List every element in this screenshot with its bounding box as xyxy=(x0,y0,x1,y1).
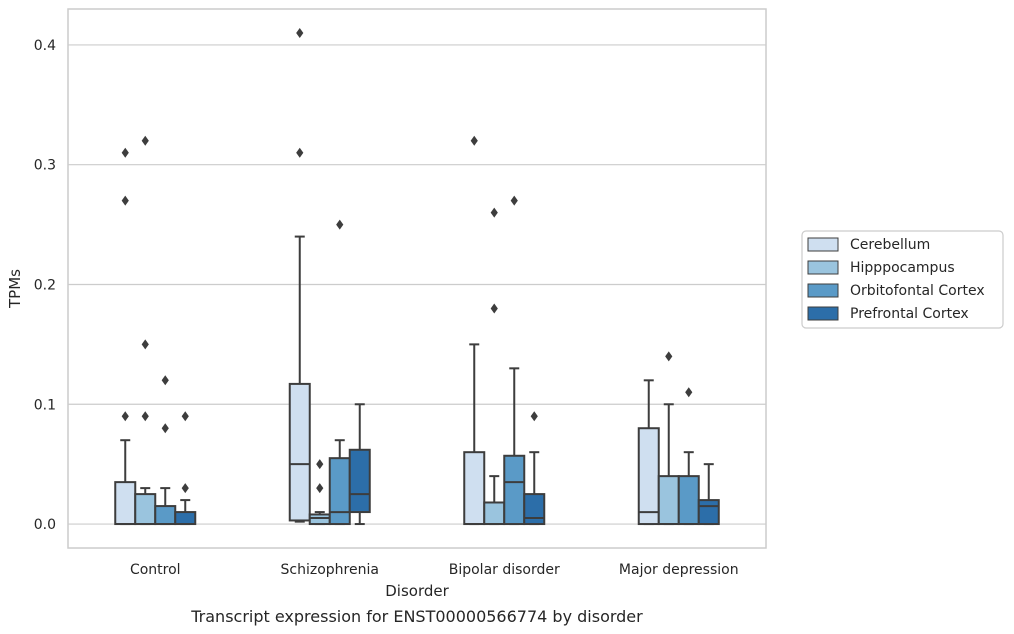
outlier-point xyxy=(121,411,129,422)
box-hipppocampus xyxy=(483,207,506,526)
outlier-point xyxy=(121,195,129,206)
legend-label: Prefrontal Cortex xyxy=(850,306,969,322)
box-hipppocampus xyxy=(308,459,331,526)
box-prefrontal-cortex xyxy=(523,411,546,526)
legend-label: Hipppocampus xyxy=(850,260,955,276)
box-plots xyxy=(114,27,720,526)
box-hipppocampus xyxy=(657,351,680,526)
legend-label: Orbitofontal Cortex xyxy=(850,283,985,299)
outlier-point xyxy=(141,411,149,422)
iqr-box xyxy=(174,511,197,526)
chart-caption: Transcript expression for ENST0000056677… xyxy=(190,607,643,626)
box-orbitofontal-cortex xyxy=(154,375,177,526)
legend-swatch xyxy=(807,260,839,275)
iqr-box xyxy=(288,382,311,522)
box-cerebellum xyxy=(637,379,660,526)
legend-swatch xyxy=(807,283,839,298)
outlier-point xyxy=(296,27,304,38)
box-prefrontal-cortex xyxy=(348,403,371,526)
outlier-point xyxy=(490,303,498,314)
iqr-box xyxy=(328,457,351,526)
outlier-point xyxy=(665,351,673,362)
outlier-point xyxy=(296,147,304,158)
legend-frame xyxy=(801,230,1004,329)
outlier-point xyxy=(470,135,478,146)
iqr-box xyxy=(503,454,526,526)
y-tick-label: 0.1 xyxy=(34,397,56,413)
iqr-box xyxy=(154,505,177,526)
outlier-point xyxy=(181,411,189,422)
outlier-point xyxy=(685,387,693,398)
outlier-point xyxy=(161,375,169,386)
iqr-box xyxy=(657,475,680,526)
legend-label: Cerebellum xyxy=(850,237,930,253)
iqr-box xyxy=(677,475,700,526)
x-tick-label: Major depression xyxy=(619,562,739,578)
x-tick-label: Schizophrenia xyxy=(281,562,379,578)
iqr-box xyxy=(523,493,546,526)
outlier-point xyxy=(530,411,538,422)
outlier-point xyxy=(316,459,324,470)
iqr-box xyxy=(463,451,486,526)
y-tick-label: 0.0 xyxy=(34,517,56,533)
outlier-point xyxy=(181,483,189,494)
box-prefrontal-cortex xyxy=(174,411,197,526)
legend-swatch xyxy=(807,237,839,252)
box-prefrontal-cortex xyxy=(697,463,720,526)
box-orbitofontal-cortex xyxy=(677,387,700,526)
outlier-point xyxy=(490,207,498,218)
iqr-box xyxy=(308,513,331,526)
legend-swatch xyxy=(807,306,839,321)
iqr-box xyxy=(134,493,157,526)
outlier-point xyxy=(121,147,129,158)
y-tick-label: 0.2 xyxy=(34,277,56,293)
iqr-box xyxy=(637,427,660,526)
x-tick-label: Control xyxy=(130,562,181,578)
iqr-box xyxy=(483,501,506,526)
y-axis-label: TPMs xyxy=(6,269,24,309)
outlier-point xyxy=(141,135,149,146)
iqr-box xyxy=(348,448,371,514)
y-tick-label: 0.4 xyxy=(34,38,56,54)
axis-ticks: 0.0 0.1 0.2 0.3 0.4 Control Schizophrenia Bipol… xyxy=(34,38,739,578)
iqr-box xyxy=(697,499,720,526)
plot-frame xyxy=(67,8,767,549)
x-axis-label: Disorder xyxy=(385,582,449,600)
box-orbitofontal-cortex xyxy=(328,219,351,526)
iqr-box xyxy=(114,481,137,526)
y-tick-label: 0.3 xyxy=(34,158,56,174)
grid-lines xyxy=(68,44,766,525)
box-hipppocampus xyxy=(134,135,157,526)
x-tick-label: Bipolar disorder xyxy=(449,562,560,578)
outlier-point xyxy=(510,195,518,206)
box-cerebellum xyxy=(288,27,311,523)
box-orbitofontal-cortex xyxy=(503,195,526,526)
box-cerebellum xyxy=(114,147,137,526)
outlier-point xyxy=(336,219,344,230)
outlier-point xyxy=(141,339,149,350)
legend: Cerebellum Hipppocampus Orbitofontal Corte… xyxy=(801,230,1004,329)
outlier-point xyxy=(161,423,169,434)
box-cerebellum xyxy=(463,135,486,526)
outlier-point xyxy=(316,483,324,494)
